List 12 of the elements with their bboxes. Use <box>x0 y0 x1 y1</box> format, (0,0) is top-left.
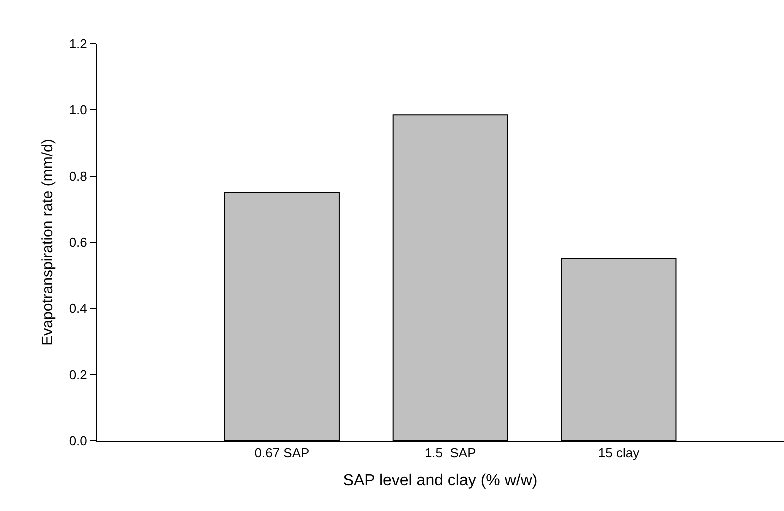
x-tick-label: 15 clay <box>598 446 640 461</box>
y-tick-label: 0.4 <box>69 301 88 316</box>
y-tick-label: 1.0 <box>69 102 88 118</box>
y-tick-label: 0.0 <box>69 434 88 449</box>
y-tick-label: 0.2 <box>69 367 88 382</box>
y-tick-label: 1.2 <box>69 36 88 52</box>
y-tick-label: 0.8 <box>69 168 88 184</box>
y-axis-title: Evapotranspiration rate (mm/d) <box>40 139 57 346</box>
x-tick-label: 0.67 SAP <box>254 446 310 461</box>
y-tick-label: 0.6 <box>69 235 88 250</box>
x-tick-label: 1.5 SAP <box>424 446 476 461</box>
x-axis-title: SAP level and clay (% w/w) <box>343 472 538 490</box>
